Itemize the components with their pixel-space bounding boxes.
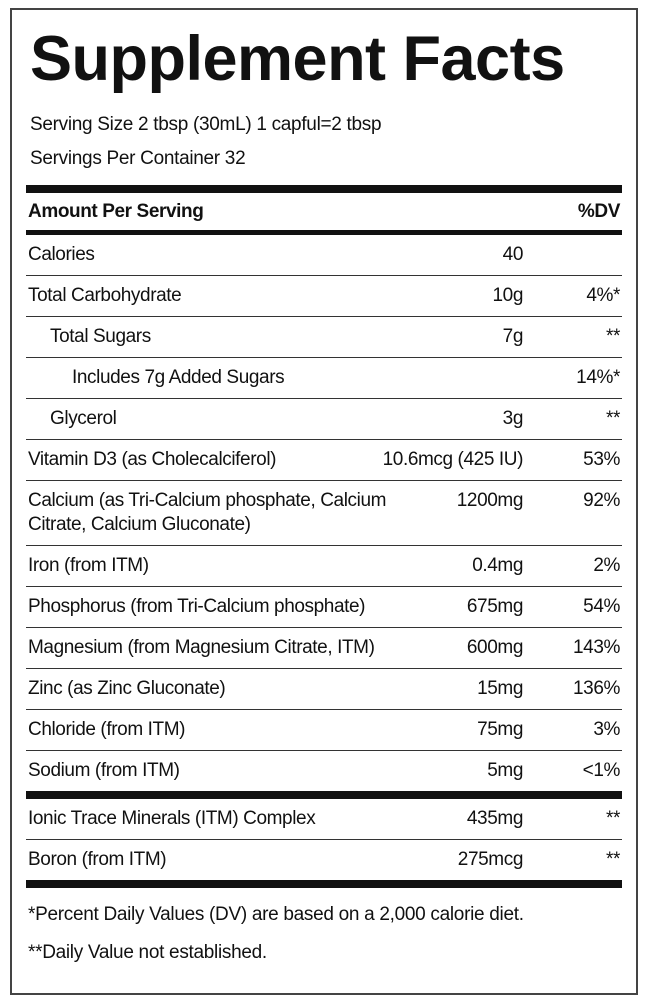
nutrient-row: Iron (from ITM) 0.4mg 2% (26, 546, 622, 587)
amount: 7g (502, 326, 524, 347)
header-amount: Amount Per Serving (28, 201, 204, 222)
other-rows: Ionic Trace Minerals (ITM) Complex 435mg *… (26, 799, 622, 880)
daily-value: 54% (583, 596, 620, 617)
nutrient-row: Ionic Trace Minerals (ITM) Complex 435mg *… (26, 799, 622, 840)
amount: 275mcg (457, 849, 524, 870)
amount: 5mg (487, 760, 523, 781)
nutrient-name: Calories (28, 244, 95, 265)
nutrient-row: Total Carbohydrate 10g 4%* (26, 276, 622, 317)
nutrient-row: Zinc (as Zinc Gluconate) 15mg 136% (26, 669, 622, 710)
nutrient-name: Boron (from ITM) (28, 849, 167, 870)
nutrient-name: Vitamin D3 (as Cholecalciferol) (28, 449, 277, 470)
daily-value: 14%* (576, 367, 620, 388)
nutrient-name: Zinc (as Zinc Gluconate) (28, 678, 226, 699)
amount: 10.6mcg (425 IU) (382, 449, 524, 470)
divider (26, 185, 622, 193)
daily-value: 3% (593, 719, 620, 740)
nutrient-row: Boron (from ITM) 275mcg ** (26, 840, 622, 880)
amount: 40 (502, 244, 524, 265)
daily-value: ** (606, 849, 620, 870)
amount: 435mg (466, 808, 524, 829)
amount: 0.4mg (472, 555, 523, 576)
nutrient-name: Sodium (from ITM) (28, 760, 180, 781)
nutrient-row: Sodium (from ITM) 5mg <1% (26, 751, 622, 791)
nutrient-name: Magnesium (from Magnesium Citrate, ITM) (28, 637, 375, 658)
amount: 15mg (477, 678, 523, 699)
nutrient-row: Calories 40 (26, 235, 622, 276)
title: Supplement Facts (30, 24, 565, 94)
daily-value: 4%* (586, 285, 620, 306)
daily-value: 53% (583, 449, 620, 470)
nutrient-name: Chloride (from ITM) (28, 719, 186, 740)
nutrient-name: Total Sugars (50, 326, 151, 347)
nutrient-row: Phosphorus (from Tri-Calcium phosphate) 6… (26, 587, 622, 628)
daily-value: ** (606, 326, 620, 347)
servings-per-container: Servings Per Container 32 (30, 148, 246, 169)
daily-value-empty (523, 243, 622, 267)
nutrient-row: Chloride (from ITM) 75mg 3% (26, 710, 622, 751)
amount: 600mg (466, 637, 524, 658)
daily-value: 2% (593, 555, 620, 576)
nutrient-name: Calcium (as Tri-Calcium phosphate, Calci… (28, 490, 387, 535)
header-row: Amount Per Serving %DV (26, 193, 622, 230)
footnote: **Daily Value not established. (28, 942, 267, 963)
serving-size: Serving Size 2 tbsp (30mL) 1 capful=2 tb… (30, 114, 382, 135)
label: Supplement Facts Serving Size 2 tbsp (30… (10, 8, 638, 995)
divider (26, 230, 622, 235)
nutrient-rows: Calories 40 Total Carbohydrate 10g 4%* Total … (26, 235, 622, 791)
nutrient-row: Total Sugars 7g ** (26, 317, 622, 358)
nutrient-row: Includes 7g Added Sugars 14%* (26, 358, 622, 399)
nutrient-name: Phosphorus (from Tri-Calcium phosphate) (28, 596, 366, 617)
nutrient-name: Ionic Trace Minerals (ITM) Complex (28, 808, 316, 829)
nutrient-name: Glycerol (50, 408, 117, 429)
amount: 675mg (466, 596, 524, 617)
amount: 1200mg (456, 490, 524, 511)
amount: 3g (502, 408, 524, 429)
nutrient-row: Calcium (as Tri-Calcium phosphate, Calci… (26, 481, 622, 546)
divider (26, 880, 622, 888)
nutrient-row: Vitamin D3 (as Cholecalciferol) 10.6mcg (… (26, 440, 622, 481)
daily-value: ** (606, 408, 620, 429)
daily-value: <1% (582, 760, 621, 781)
daily-value: 92% (583, 490, 620, 511)
nutrient-row: Magnesium (from Magnesium Citrate, ITM) 6… (26, 628, 622, 669)
header-dv: %DV (577, 201, 620, 222)
footnote: *Percent Daily Values (DV) are based on … (28, 904, 524, 925)
divider (26, 791, 622, 799)
nutrient-name: Iron (from ITM) (28, 555, 149, 576)
nutrient-row: Glycerol 3g ** (26, 399, 622, 440)
footnotes: *Percent Daily Values (DV) are based on … (26, 896, 622, 972)
amount: 75mg (477, 719, 523, 740)
daily-value: 136% (573, 678, 620, 699)
daily-value: 143% (573, 637, 620, 658)
nutrient-name: Total Carbohydrate (28, 285, 182, 306)
amount: 10g (492, 285, 523, 306)
daily-value: ** (606, 808, 620, 829)
nutrient-name: Includes 7g Added Sugars (72, 367, 285, 388)
